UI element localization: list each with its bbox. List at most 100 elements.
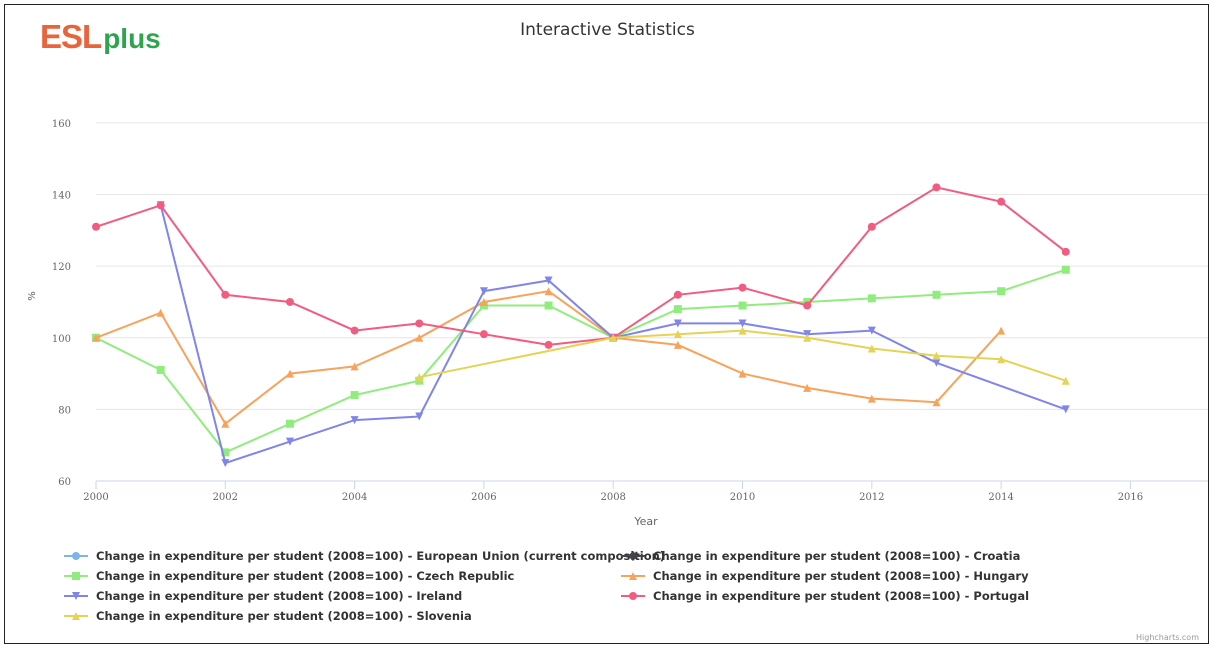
- data-point: [92, 333, 100, 342]
- x-tick-label: 2008: [600, 492, 625, 503]
- data-point: [285, 437, 294, 446]
- data-point: [867, 294, 876, 303]
- x-tick-label: 2002: [213, 492, 238, 503]
- data-point: [997, 355, 1006, 364]
- data-point: [415, 333, 424, 342]
- legend-item[interactable]: Change in expenditure per student (2008=…: [64, 609, 472, 623]
- eslplus-logo: ESL plus: [40, 18, 161, 55]
- data-point: [479, 330, 488, 339]
- data-point: [415, 319, 424, 328]
- data-point: [867, 394, 876, 403]
- y-tick-label: 60: [58, 477, 71, 488]
- legend-label: Change in expenditure per student (2008=…: [96, 589, 463, 603]
- data-point: [738, 369, 747, 378]
- data-point: [932, 290, 941, 299]
- data-point: [221, 448, 230, 457]
- data-point: [997, 287, 1006, 296]
- series-line: [95, 290, 1002, 426]
- data-point: [932, 358, 941, 367]
- y-tick-label: 140: [52, 191, 71, 202]
- data-point: [285, 297, 294, 306]
- legend-item[interactable]: Change in expenditure per student (2008=…: [64, 569, 514, 583]
- data-point: [803, 383, 812, 392]
- data-point: [544, 287, 553, 296]
- data-point: [415, 373, 424, 382]
- data-point: [867, 326, 876, 335]
- chart-frame: [4, 4, 1209, 644]
- data-point: [997, 326, 1006, 335]
- chart-title: Interactive Statistics: [520, 20, 695, 40]
- data-point: [1061, 376, 1070, 385]
- x-axis-title: Year: [633, 515, 658, 528]
- x-tick-label: 2004: [342, 492, 367, 503]
- legend-label: Change in expenditure per student (2008=…: [96, 569, 515, 583]
- legend-label: Change in expenditure per student (2008=…: [96, 549, 666, 563]
- data-point: [544, 276, 553, 285]
- data-point: [738, 319, 747, 328]
- legend-label: Change in expenditure per student (2008=…: [653, 569, 1029, 583]
- data-point: [221, 419, 230, 428]
- legend-item[interactable]: Change in expenditure per student (2008=…: [621, 589, 1029, 603]
- x-tick-label: 2010: [730, 492, 755, 503]
- y-tick-label: 80: [58, 405, 71, 416]
- data-point: [221, 290, 230, 299]
- data-point: [350, 416, 359, 425]
- data-point: [156, 201, 165, 210]
- data-point: [738, 301, 747, 310]
- legend-symbol-icon: [64, 592, 88, 600]
- legend-symbol-icon: [64, 572, 88, 580]
- data-point: [285, 419, 294, 428]
- y-tick-label: 120: [52, 262, 71, 273]
- data-point: [932, 398, 941, 407]
- data-point: [673, 290, 682, 299]
- data-point: [932, 183, 941, 192]
- data-point: [673, 330, 682, 339]
- data-point: [544, 340, 553, 349]
- series-line: [159, 205, 1067, 465]
- legend-symbol-icon: [621, 572, 645, 580]
- series-line: [95, 186, 1067, 346]
- data-point: [350, 391, 359, 400]
- data-point: [350, 326, 359, 335]
- data-point: [479, 287, 488, 296]
- legend-label: Change in expenditure per student (2008=…: [653, 549, 1021, 563]
- data-point: [544, 301, 553, 310]
- legend-label: Change in expenditure per student (2008=…: [653, 589, 1030, 603]
- data-point: [738, 283, 747, 292]
- legend-symbol-icon: [64, 552, 88, 560]
- data-point: [1061, 247, 1070, 256]
- x-tick-label: 2016: [1118, 492, 1143, 503]
- legend-label: Change in expenditure per student (2008=…: [96, 609, 472, 623]
- data-point: [1061, 405, 1070, 414]
- legend-item[interactable]: Change in expenditure per student (2008=…: [64, 589, 462, 603]
- data-point: [673, 340, 682, 349]
- legend-item[interactable]: Change in expenditure per student (2008=…: [621, 569, 1029, 583]
- legend-item[interactable]: Change in expenditure per student (2008=…: [621, 549, 1020, 563]
- data-point: [156, 308, 165, 317]
- data-point: [609, 333, 618, 342]
- x-tick-label: 2012: [859, 492, 884, 503]
- highcharts-credits[interactable]: Highcharts.com: [1136, 633, 1199, 642]
- legend-symbol-icon: [64, 612, 88, 620]
- x-tick-label: 2000: [83, 492, 108, 503]
- data-point: [803, 333, 812, 342]
- data-point: [673, 319, 682, 328]
- data-point: [803, 301, 812, 310]
- x-tick-label: 2014: [988, 492, 1013, 503]
- data-point: [479, 297, 488, 306]
- data-point: [350, 362, 359, 371]
- y-tick-label: 160: [52, 119, 71, 130]
- legend-item[interactable]: Change in expenditure per student (2008=…: [64, 549, 665, 563]
- data-point: [1061, 265, 1070, 274]
- y-axis-title: %: [27, 291, 38, 301]
- legend-symbol-icon: [621, 551, 645, 561]
- data-point: [221, 459, 230, 468]
- data-point: [738, 326, 747, 335]
- series-line: [95, 268, 1067, 454]
- data-point: [997, 197, 1006, 206]
- y-tick-label: 100: [52, 334, 71, 345]
- data-point: [932, 351, 941, 360]
- data-point: [285, 369, 294, 378]
- data-point: [415, 412, 424, 421]
